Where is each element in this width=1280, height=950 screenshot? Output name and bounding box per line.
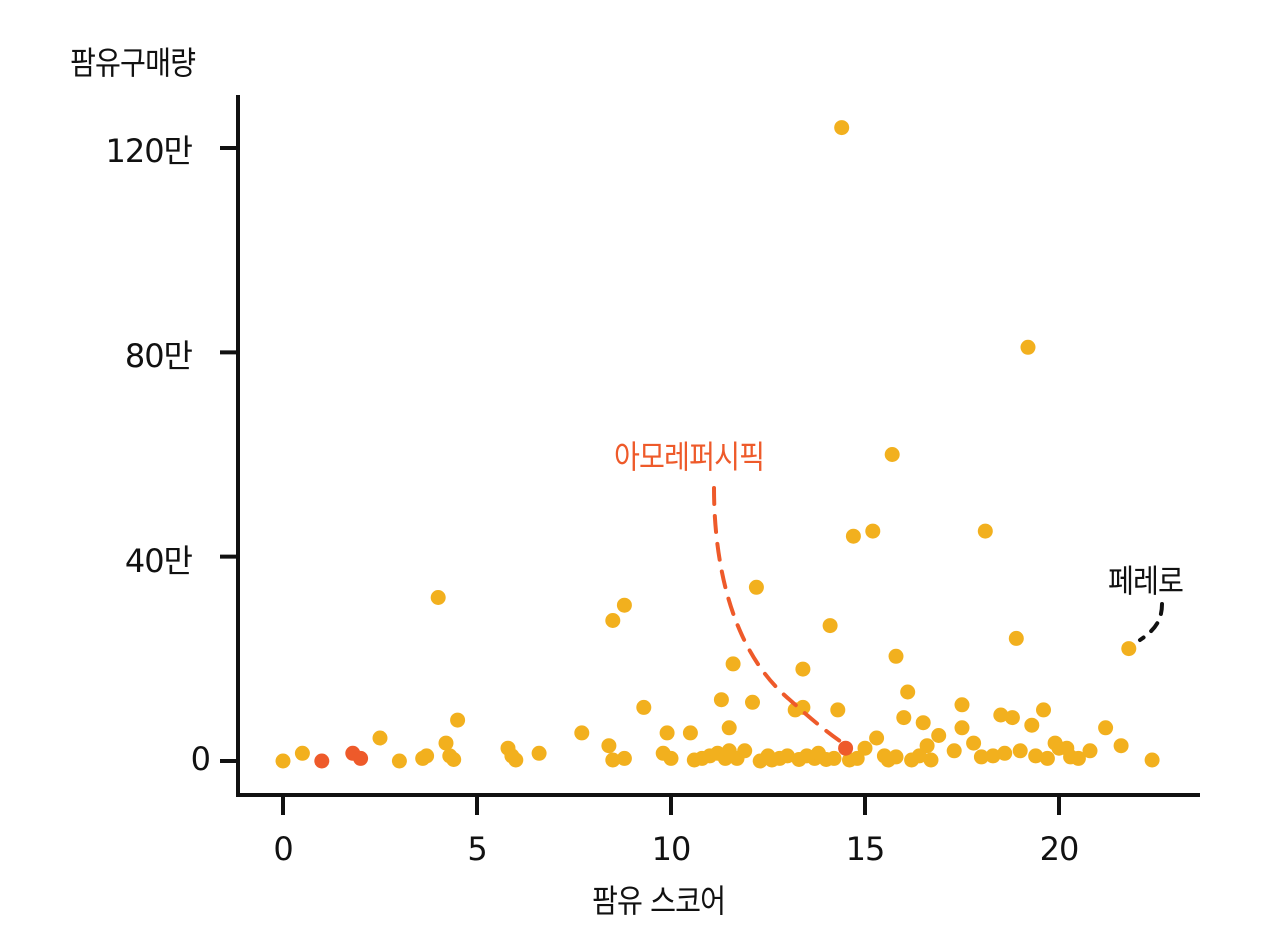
data-point bbox=[605, 613, 621, 628]
data-point bbox=[574, 725, 590, 741]
data-point bbox=[446, 752, 462, 767]
data-point bbox=[616, 597, 632, 613]
data-point bbox=[954, 697, 970, 713]
y-tick-label: 120만 bbox=[105, 132, 193, 170]
x-tick-label: 5 bbox=[467, 830, 487, 868]
data-point bbox=[845, 528, 861, 544]
data-point bbox=[795, 661, 811, 677]
data-point bbox=[1082, 743, 1098, 759]
data-point bbox=[946, 743, 962, 759]
x-tick-label: 20 bbox=[1039, 830, 1080, 868]
annotation-amorepacific: 아모레퍼시픽 bbox=[614, 438, 765, 476]
data-point bbox=[531, 745, 547, 761]
data-point bbox=[430, 590, 446, 605]
ferrero-leader-line bbox=[1138, 602, 1164, 642]
data-point bbox=[663, 750, 679, 766]
data-point bbox=[896, 710, 912, 726]
data-point bbox=[450, 712, 466, 728]
data-point bbox=[919, 738, 935, 754]
data-point bbox=[900, 684, 916, 700]
data-point bbox=[865, 523, 881, 539]
data-point bbox=[1144, 752, 1160, 768]
data-point bbox=[275, 753, 291, 769]
y-tick-label: 40만 bbox=[124, 542, 193, 580]
data-point bbox=[1070, 750, 1086, 766]
data-point bbox=[1039, 750, 1055, 766]
y-tick-label: 80만 bbox=[124, 337, 193, 375]
data-point bbox=[1020, 339, 1036, 355]
data-point bbox=[438, 735, 454, 751]
data-point bbox=[353, 750, 369, 766]
data-point bbox=[954, 720, 970, 736]
data-point bbox=[849, 750, 865, 766]
data-point bbox=[1121, 641, 1137, 657]
data-point bbox=[822, 618, 838, 634]
data-point bbox=[1113, 738, 1129, 754]
data-point bbox=[915, 715, 931, 731]
data-point bbox=[985, 748, 1001, 764]
data-point bbox=[601, 738, 617, 754]
data-point bbox=[737, 743, 753, 759]
data-point bbox=[508, 752, 524, 768]
data-point bbox=[372, 730, 388, 746]
data-point bbox=[838, 740, 854, 756]
data-point bbox=[966, 735, 982, 751]
data-point bbox=[1036, 702, 1051, 718]
data-point bbox=[993, 707, 1009, 723]
data-point bbox=[997, 745, 1013, 761]
data-point bbox=[977, 523, 993, 539]
data-point bbox=[795, 699, 811, 715]
data-point bbox=[659, 725, 675, 741]
data-point bbox=[1098, 720, 1114, 736]
data-point bbox=[1008, 630, 1024, 646]
data-point bbox=[605, 752, 621, 768]
data-point bbox=[888, 648, 904, 664]
data-point bbox=[745, 694, 760, 710]
x-axis-title: 팜유 스코어 bbox=[592, 882, 726, 920]
x-tick-label: 15 bbox=[845, 830, 886, 868]
data-point bbox=[911, 748, 927, 764]
data-point bbox=[294, 745, 310, 761]
data-point bbox=[1012, 743, 1028, 759]
data-points bbox=[275, 120, 1160, 769]
data-point bbox=[857, 740, 873, 756]
data-point bbox=[931, 728, 947, 743]
data-point bbox=[830, 702, 846, 718]
x-axis-ticks bbox=[281, 795, 1061, 815]
data-point bbox=[616, 750, 632, 766]
data-point bbox=[636, 699, 652, 715]
data-point bbox=[1028, 748, 1044, 764]
data-point bbox=[834, 120, 850, 136]
data-point bbox=[721, 720, 737, 736]
y-axis-title: 팜유구매량 bbox=[70, 44, 196, 82]
data-point bbox=[682, 725, 698, 741]
data-point bbox=[888, 749, 904, 765]
data-point bbox=[869, 730, 885, 746]
data-point bbox=[826, 750, 842, 766]
y-axis-ticks bbox=[220, 146, 238, 763]
x-tick-label: 10 bbox=[651, 830, 692, 868]
y-tick-label: 0 bbox=[190, 740, 211, 778]
data-point bbox=[419, 748, 435, 764]
data-point bbox=[1024, 717, 1040, 733]
x-tick-label: 0 bbox=[273, 830, 293, 868]
data-point bbox=[779, 748, 795, 764]
annotation-ferrero: 페레로 bbox=[1108, 562, 1184, 600]
data-point bbox=[884, 447, 900, 462]
data-point bbox=[973, 749, 989, 765]
data-point bbox=[1004, 710, 1020, 726]
data-point bbox=[748, 579, 764, 595]
amore-leader-line bbox=[712, 486, 848, 747]
data-point bbox=[725, 656, 741, 672]
data-point bbox=[314, 753, 330, 769]
data-point bbox=[923, 752, 939, 768]
data-point bbox=[391, 753, 407, 769]
data-point bbox=[713, 692, 729, 708]
